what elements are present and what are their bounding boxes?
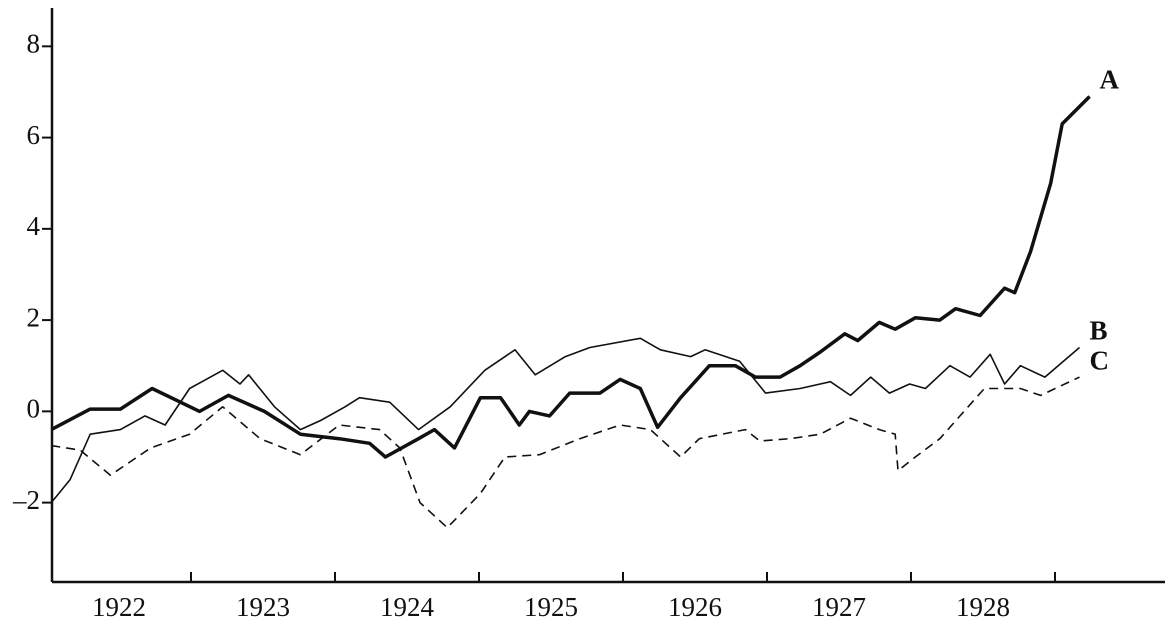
x-tick-label: 1924 bbox=[380, 592, 435, 622]
y-tick-label: –2 bbox=[12, 485, 40, 515]
y-tick-label: 0 bbox=[27, 394, 41, 424]
series-label: A bbox=[1100, 65, 1120, 95]
y-tick-label: 4 bbox=[27, 211, 41, 241]
series-line bbox=[50, 95, 1091, 459]
x-tick-label: 1928 bbox=[956, 592, 1010, 622]
series-label: B bbox=[1089, 316, 1107, 346]
y-tick-label: 6 bbox=[27, 120, 41, 150]
y-tick-label: 8 bbox=[27, 29, 41, 59]
series-line bbox=[50, 337, 1081, 504]
x-tick-label: 1926 bbox=[668, 592, 722, 622]
x-tick-label: 1925 bbox=[524, 592, 578, 622]
y-tick-label: 2 bbox=[27, 302, 41, 332]
series-label: C bbox=[1089, 345, 1109, 375]
series-line bbox=[51, 376, 1080, 529]
x-tick-label: 1923 bbox=[236, 592, 290, 622]
x-tick-label: 1927 bbox=[812, 592, 866, 622]
x-tick-label: 1922 bbox=[92, 592, 146, 622]
